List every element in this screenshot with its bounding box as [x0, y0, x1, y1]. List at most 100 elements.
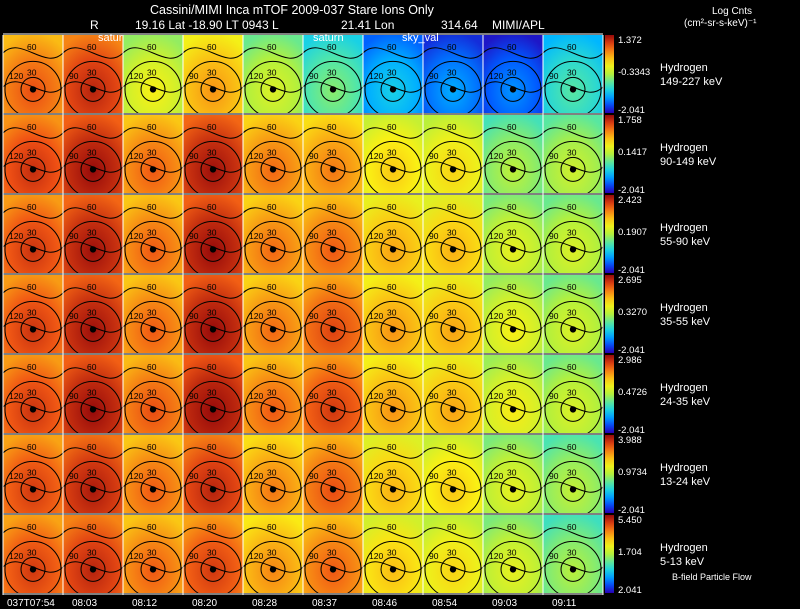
planet-marker — [29, 486, 37, 493]
planet-marker — [149, 246, 157, 253]
contour-circle — [440, 156, 466, 182]
contour-label: 90 — [429, 151, 439, 161]
contour-label: 30 — [267, 387, 277, 397]
contour-line — [122, 367, 184, 379]
contour-label: 120 — [249, 391, 263, 401]
contour-circle — [20, 476, 46, 502]
energy-label: 149-227 keV — [660, 76, 723, 88]
contour-label: 60 — [267, 42, 277, 52]
planet-marker — [149, 486, 157, 493]
contour-label: 30 — [147, 147, 157, 157]
contour-label: 30 — [87, 147, 97, 157]
contour-circle — [200, 316, 226, 342]
contour-line — [62, 127, 124, 139]
contour-label: 30 — [147, 547, 157, 557]
contour-circle — [260, 556, 286, 582]
planet-marker — [569, 486, 577, 493]
planet-marker — [89, 326, 97, 333]
contour-label: 120 — [9, 71, 23, 81]
planet-marker — [149, 86, 157, 93]
contour-line — [362, 47, 424, 59]
energy-label: 24-35 keV — [660, 396, 711, 408]
planet-marker — [89, 166, 97, 173]
contour-label: 60 — [387, 282, 397, 292]
contour-line — [122, 47, 184, 59]
contour-label: 90 — [189, 151, 199, 161]
contour-label: 60 — [387, 442, 397, 452]
contour-label: 30 — [327, 147, 337, 157]
contour-label: 90 — [549, 551, 559, 561]
species-label: Hydrogen — [660, 222, 708, 234]
contour-circle — [440, 236, 466, 262]
contour-label: 30 — [507, 307, 517, 317]
planet-marker — [509, 406, 517, 413]
contour-label: 120 — [9, 311, 23, 321]
contour-line — [62, 447, 124, 459]
contour-label: 30 — [87, 307, 97, 317]
contour-label: 120 — [129, 71, 143, 81]
contour-label: 60 — [267, 442, 277, 452]
contour-circle — [20, 236, 46, 262]
contour-circle — [364, 540, 422, 598]
contour-label: 30 — [567, 387, 577, 397]
contour-label: 30 — [387, 307, 397, 317]
contour-line — [302, 47, 364, 59]
contour-label: 60 — [327, 202, 337, 212]
contour-label: 30 — [267, 307, 277, 317]
contour-circle — [380, 236, 406, 262]
contour-label: 120 — [489, 551, 503, 561]
contour-label: 60 — [207, 362, 217, 372]
contour-circle — [320, 76, 346, 102]
contour-circle — [380, 76, 406, 102]
planet-marker — [209, 406, 217, 413]
planet-marker — [449, 86, 457, 93]
colorbar-min-label: 2.041 — [618, 585, 642, 596]
energy-label: 35-55 keV — [660, 316, 711, 328]
contour-label: 60 — [27, 522, 37, 532]
contour-circle — [184, 540, 242, 598]
planet-marker — [149, 566, 157, 573]
colorbar-mid-label: 0.9734 — [618, 467, 647, 478]
contour-label: 60 — [27, 362, 37, 372]
contour-label: 60 — [567, 282, 577, 292]
contour-label: 120 — [129, 151, 143, 161]
source-label: MIMI/APL — [492, 18, 545, 32]
contour-circle — [560, 396, 586, 422]
contour-label: 120 — [489, 311, 503, 321]
contour-label: 120 — [489, 471, 503, 481]
contour-label: 30 — [207, 147, 217, 157]
contour-label: 30 — [447, 307, 457, 317]
contour-label: 90 — [549, 311, 559, 321]
contour-label: 90 — [549, 391, 559, 401]
contour-line — [2, 127, 64, 139]
contour-line — [362, 367, 424, 379]
contour-label: 30 — [147, 307, 157, 317]
contour-label: 60 — [507, 442, 517, 452]
contour-circle — [80, 236, 106, 262]
contour-label: 60 — [147, 122, 157, 132]
contour-circle — [320, 236, 346, 262]
colorbar-min-label: -2.041 — [618, 265, 645, 276]
contour-label: 90 — [69, 71, 79, 81]
contour-label: 90 — [69, 311, 79, 321]
time-tick-label: 08:12 — [132, 598, 157, 609]
panel-5: 30 60 120 30 60 90 30 60 120 30 60 90 30 60 120 30 60 90 3… — [2, 435, 711, 518]
contour-label: 60 — [147, 202, 157, 212]
contour-label: 60 — [207, 282, 217, 292]
contour-label: 120 — [369, 151, 383, 161]
contour-label: 30 — [507, 67, 517, 77]
planet-marker — [269, 86, 277, 93]
colorbar-mid-label: 1.704 — [618, 547, 642, 558]
contour-label: 30 — [207, 227, 217, 237]
contour-label: 120 — [369, 71, 383, 81]
r-label: R — [90, 18, 99, 32]
contour-label: 90 — [69, 231, 79, 241]
species-label: Hydrogen — [660, 382, 708, 394]
contour-label: 30 — [447, 227, 457, 237]
contour-label: 60 — [87, 122, 97, 132]
colorbar-min-label: -2.041 — [618, 185, 645, 196]
contour-circle — [440, 476, 466, 502]
contour-label: 90 — [189, 551, 199, 561]
planet-marker — [89, 406, 97, 413]
units-subtitle: (cm²-sr-s-keV)⁻¹ — [684, 18, 757, 29]
